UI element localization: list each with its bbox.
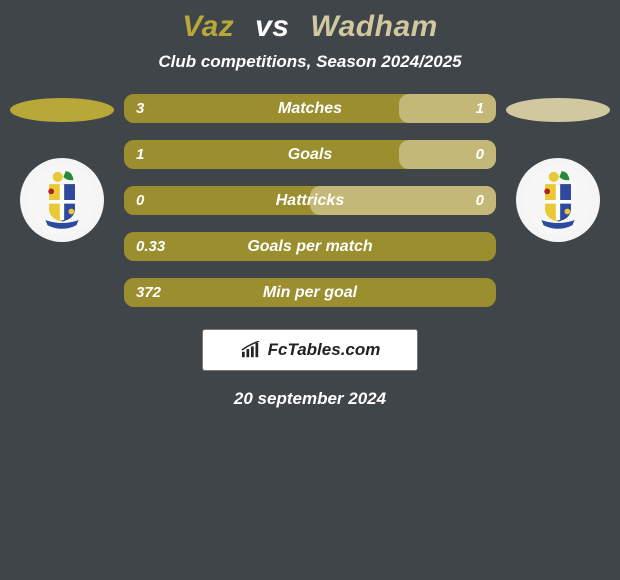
stat-value-left: 0 — [136, 192, 144, 209]
player2-crest — [516, 158, 600, 242]
stat-label: Goals — [124, 146, 496, 164]
stat-value-right: 1 — [476, 100, 484, 117]
stat-value-right: 0 — [476, 192, 484, 209]
stat-row: 1 0Goals — [124, 140, 496, 169]
player1-crest — [20, 158, 104, 242]
subtitle: Club competitions, Season 2024/2025 — [0, 52, 620, 72]
stat-label: Goals per match — [124, 238, 496, 256]
stat-bars: 31Matches10Goals00Hattricks0.33Goals per… — [124, 94, 496, 307]
stat-row: 0.33Goals per match — [124, 232, 496, 261]
stat-row: 0 0Hattricks — [124, 186, 496, 215]
chart-icon — [240, 341, 262, 359]
stat-value-left: 3 — [136, 100, 144, 117]
crest-icon — [522, 164, 594, 236]
source-text: FcTables.com — [268, 340, 381, 360]
stat-row: 372Min per goal — [124, 278, 496, 307]
stat-label: Matches — [124, 100, 496, 118]
right-side — [506, 94, 610, 242]
vs-label: vs — [255, 10, 289, 43]
stat-value-left: 372 — [136, 284, 161, 301]
page-title: Vaz vs Wadham — [0, 0, 620, 52]
date-label: 20 september 2024 — [0, 389, 620, 409]
player2-name: Wadham — [310, 10, 437, 43]
stat-label: Min per goal — [124, 284, 496, 302]
stat-value-left: 1 — [136, 146, 144, 163]
source-badge: FcTables.com — [202, 329, 418, 371]
player2-ellipse — [506, 98, 610, 122]
comparison-panel: 31Matches10Goals00Hattricks0.33Goals per… — [0, 94, 620, 307]
player1-ellipse — [10, 98, 114, 122]
left-side — [10, 94, 114, 242]
stat-value-left: 0.33 — [136, 238, 165, 255]
crest-icon — [26, 164, 98, 236]
stat-label: Hattricks — [124, 192, 496, 210]
stat-row: 3 1Matches — [124, 94, 496, 123]
player1-name: Vaz — [182, 10, 234, 43]
stat-value-right: 0 — [476, 146, 484, 163]
